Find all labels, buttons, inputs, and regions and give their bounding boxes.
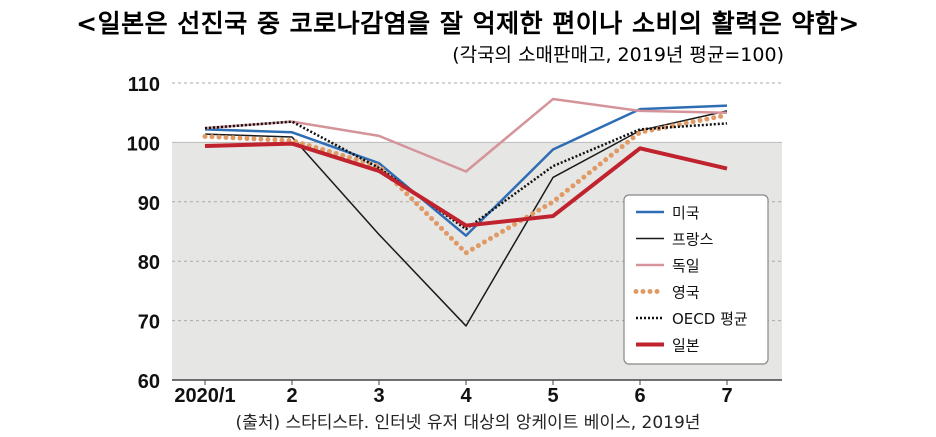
legend-label: 일본 xyxy=(672,337,700,355)
legend-label: 영국 xyxy=(672,284,700,302)
x-tick-label: 5 xyxy=(547,385,558,407)
chart-subtitle: (각국의 소매판매고, 2019년 평균=100) xyxy=(452,44,784,66)
x-tick-label: 2020/1 xyxy=(174,385,235,407)
series-line-3 xyxy=(202,112,730,256)
page-title: <일본은 선진국 중 코로나감염을 잘 억제한 편이나 소비의 활력은 약함> xyxy=(76,9,860,38)
series-line-4 xyxy=(204,120,728,231)
x-tick-label: 6 xyxy=(634,385,645,407)
legend-label: 프랑스 xyxy=(672,231,714,249)
y-tick-label: 110 xyxy=(128,74,160,96)
x-tick-label: 4 xyxy=(460,385,472,407)
series-line-2 xyxy=(204,97,728,173)
legend-box xyxy=(623,194,769,365)
legend-label: 독일 xyxy=(672,257,700,275)
legend-label: OECD 평균 xyxy=(672,310,748,328)
legend-label: 미국 xyxy=(672,204,700,222)
x-tick-label: 2 xyxy=(286,385,297,407)
series-line-0 xyxy=(204,104,728,237)
y-tick-label: 60 xyxy=(138,371,160,393)
y-tick-label: 70 xyxy=(138,312,160,334)
y-tick-label: 80 xyxy=(138,252,160,274)
series-line-5 xyxy=(204,141,728,228)
source-note: (출처) 스타티스타. 인터넷 유저 대상의 앙케이트 베이스, 2019년 xyxy=(235,413,701,433)
y-tick-label: 100 xyxy=(127,133,160,155)
x-tick-label: 7 xyxy=(721,385,732,407)
y-tick-label: 90 xyxy=(138,193,160,215)
x-tick-label: 3 xyxy=(373,385,384,407)
